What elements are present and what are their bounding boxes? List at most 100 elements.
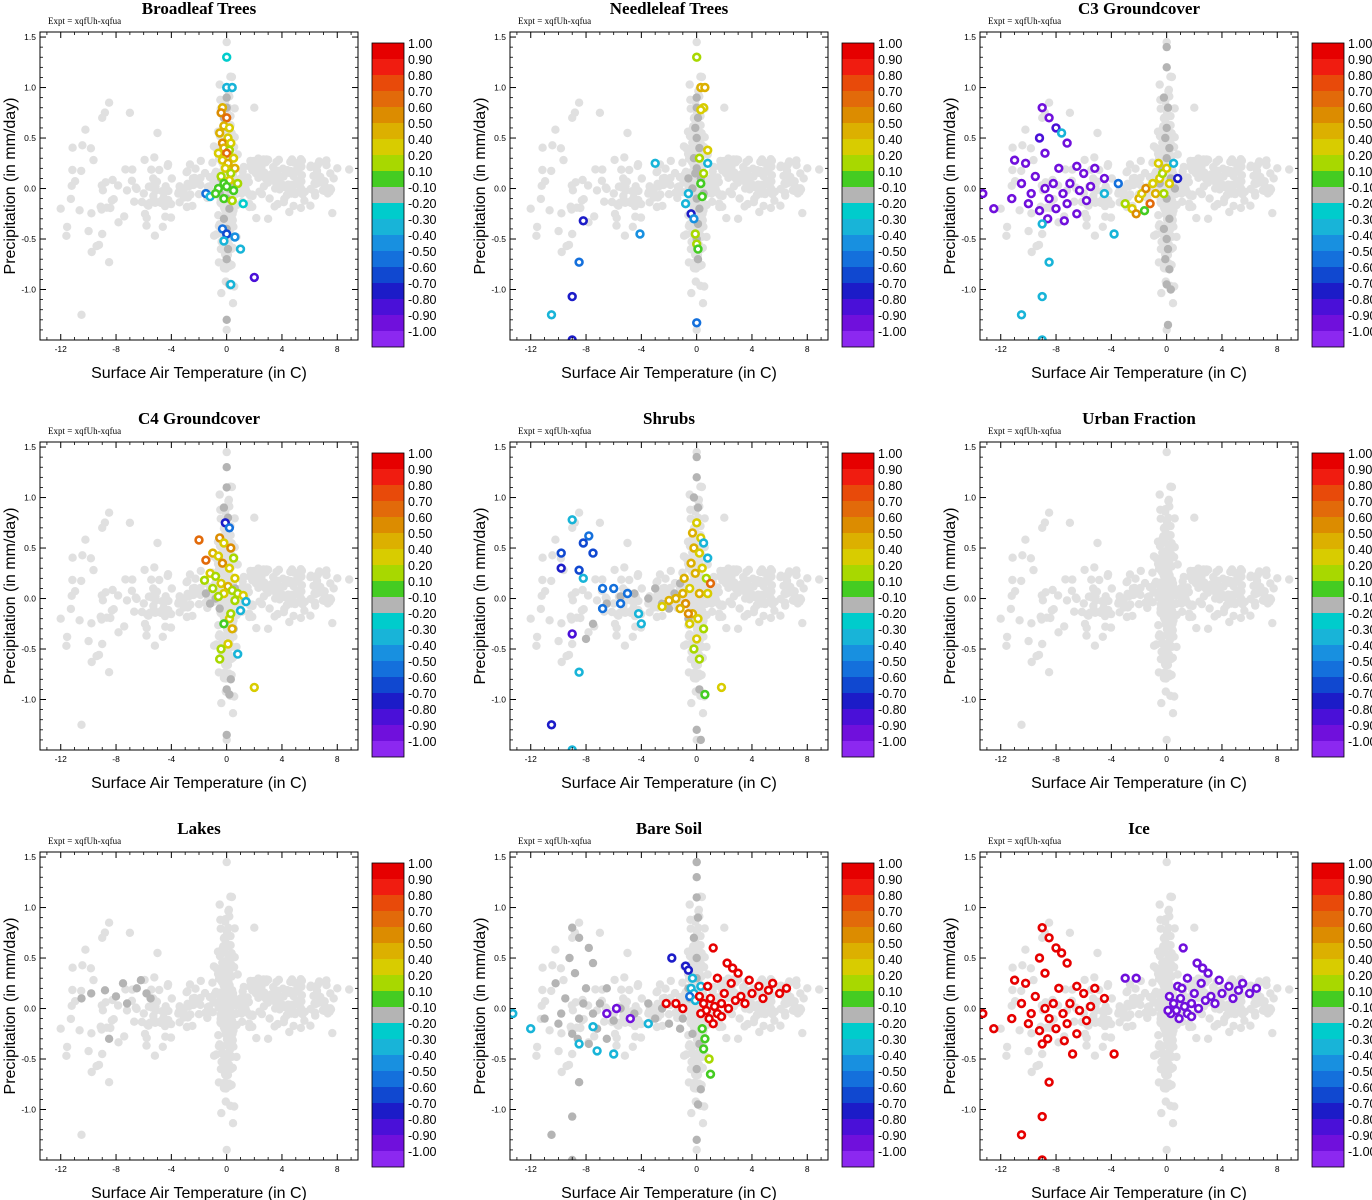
background-point (1008, 165, 1017, 175)
neutral-point (215, 604, 224, 613)
data-point (1040, 148, 1050, 158)
background-point (1002, 632, 1012, 642)
colorbar-label: 0.40 (1348, 133, 1372, 147)
background-point (1160, 656, 1169, 666)
background-point (140, 1029, 150, 1039)
data-point (1172, 173, 1183, 184)
background-point (1234, 597, 1243, 607)
background-point (796, 579, 805, 588)
colorbar-swatch (1312, 549, 1344, 565)
background-point (294, 1007, 303, 1017)
colorbar-label: -0.80 (878, 293, 907, 307)
colorbar-label: -0.10 (408, 591, 437, 605)
data-point (219, 619, 229, 629)
x-tick-label: 0 (224, 344, 229, 354)
colorbar-label: 1.00 (408, 857, 432, 871)
data-point (683, 188, 694, 199)
background-point (789, 179, 798, 188)
background-point (215, 1040, 224, 1049)
x-tick-label: -4 (1108, 344, 1116, 354)
colorbar-label: 0.10 (878, 575, 902, 589)
background-point (131, 593, 140, 602)
background-point (1215, 185, 1224, 194)
background-point (700, 514, 709, 523)
background-point (1054, 628, 1063, 637)
colorbar-swatch (842, 187, 874, 203)
background-point (222, 1145, 231, 1155)
background-point (767, 171, 777, 180)
panel-title: Shrubs (643, 409, 695, 428)
background-point (98, 1049, 107, 1059)
background-point (625, 575, 634, 585)
background-point (287, 1000, 296, 1009)
points-layer (526, 37, 824, 340)
colorbar-label: -0.30 (1348, 623, 1372, 637)
background-point (185, 591, 195, 600)
background-point (792, 156, 801, 165)
neutral-point (1165, 214, 1174, 223)
colorbar-label: 0.70 (878, 495, 902, 509)
background-point (1136, 156, 1146, 166)
data-point (1048, 178, 1059, 189)
y-axis-label: Precipitation (in mm/day) (2, 918, 19, 1095)
background-point (75, 1026, 84, 1035)
data-point (1016, 178, 1027, 189)
colorbar-swatch (372, 645, 404, 661)
colorbar-swatch (372, 203, 404, 219)
data-point (210, 571, 221, 581)
data-point (694, 153, 705, 163)
y-tick-label: 0.0 (964, 594, 976, 604)
data-point (684, 619, 695, 629)
colorbar-swatch (372, 235, 404, 251)
background-point (1231, 168, 1240, 177)
background-point (722, 213, 731, 223)
background-point (698, 709, 708, 718)
background-point (257, 599, 267, 609)
data-point (635, 229, 645, 239)
colorbar-label: -0.20 (408, 197, 437, 211)
background-point (577, 196, 587, 205)
background-point (291, 988, 300, 997)
y-axis-label: Precipitation (in mm/day) (942, 508, 959, 685)
data-point (705, 578, 716, 589)
colorbar-swatch (842, 139, 874, 155)
background-point (225, 531, 234, 541)
background-point (84, 226, 93, 236)
y-tick-label: 0.5 (494, 133, 506, 143)
background-point (87, 657, 96, 667)
background-point (259, 182, 269, 191)
data-point (1037, 102, 1047, 113)
background-point (766, 203, 776, 213)
background-point (78, 551, 87, 560)
colorbar-swatch (372, 741, 404, 757)
background-point (1046, 613, 1055, 623)
data-point (222, 52, 232, 62)
x-tick-label: 8 (805, 344, 810, 354)
colorbar-swatch (842, 549, 874, 565)
background-point (1253, 160, 1263, 169)
y-axis-label: Precipitation (in mm/day) (2, 98, 19, 275)
background-point (1159, 532, 1168, 541)
background-point (1090, 641, 1100, 650)
neutral-point (118, 979, 128, 988)
background-point (125, 108, 135, 118)
background-point (245, 609, 254, 618)
colorbar: 1.000.900.800.700.600.500.400.200.10-0.1… (841, 37, 907, 348)
background-point (245, 1019, 254, 1028)
background-point (251, 168, 260, 178)
background-point (722, 623, 731, 633)
background-point (209, 231, 219, 240)
background-point (1156, 150, 1165, 160)
colorbar-swatch (1312, 267, 1344, 283)
neutral-point (692, 133, 701, 143)
colorbar-swatch (842, 43, 874, 59)
background-point (130, 1017, 139, 1026)
colorbar-swatch (842, 251, 874, 267)
data-point (238, 199, 248, 209)
background-point (228, 299, 238, 308)
background-point (609, 189, 618, 198)
background-point (56, 1024, 65, 1033)
background-point (1183, 173, 1192, 182)
background-point (1185, 609, 1194, 618)
background-point (230, 514, 239, 523)
